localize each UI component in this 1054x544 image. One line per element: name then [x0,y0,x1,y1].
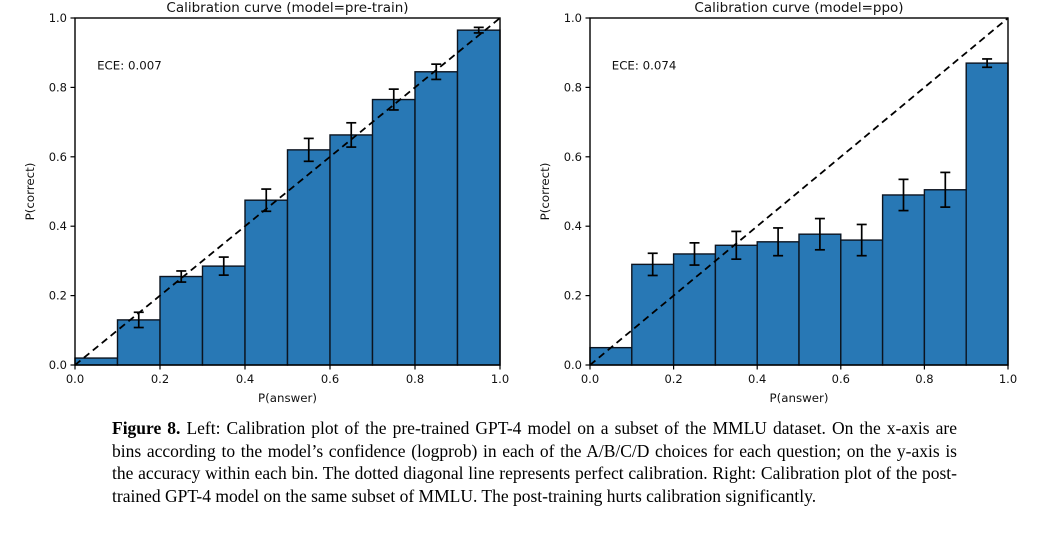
bar [286,149,331,366]
x-tick-label: 0.0 [66,372,84,386]
bar [881,194,926,366]
y-tick-label: 0.4 [49,219,67,233]
x-tick-label: 0.2 [151,372,169,386]
ece-annotation: ECE: 0.007 [97,58,162,72]
bar [756,241,800,366]
y-tick-label: 1.0 [564,11,582,25]
axes-box [74,17,501,366]
ece-annotation: ECE: 0.074 [612,58,677,72]
figure-caption: Figure 8. Left: Calibration plot of the … [112,417,957,507]
bar [74,357,119,366]
x-tick-label: 1.0 [999,372,1017,386]
bar [456,29,501,366]
figure-caption-text: Left: Calibration plot of the pre-traine… [112,418,957,506]
y-tick-label: 0.4 [564,219,582,233]
bar [798,233,842,366]
calibration-chart-ppo: 0.0 0.2 0.4 0.6 0.8 1.0 0.0 0.2 0.4 0.6 0.8 1.0 Cali… [538,0,1017,405]
diagonal-line [589,17,1009,366]
y-tick-label: 0.6 [564,150,582,164]
bar [159,275,204,366]
bar [672,253,717,366]
axes-box [589,17,1009,366]
y-axis-label: P(correct) [538,163,552,221]
y-tick-label: 0.2 [49,289,67,303]
y-tick-label: 0.6 [49,150,67,164]
y-tick-label: 0.0 [564,358,582,372]
bar [371,98,416,366]
x-tick-label: 0.4 [748,372,766,386]
x-tick-label: 0.8 [915,372,933,386]
bar [329,134,374,366]
y-tick-label: 0.2 [564,289,582,303]
chart-title: Calibration curve (model=pre-train) [166,0,408,16]
bar [714,244,758,366]
bar [414,71,459,366]
x-tick-label: 0.6 [832,372,850,386]
x-tick-label: 1.0 [491,372,509,386]
chart-title: Calibration curve (model=ppo) [694,0,903,16]
bar [965,62,1009,366]
y-tick-label: 0.8 [49,80,67,94]
bar [923,189,967,366]
x-tick-label: 0.6 [321,372,339,386]
bar [589,346,633,366]
y-tick-label: 1.0 [49,11,67,25]
x-axis-label: P(answer) [258,391,317,405]
y-tick-label: 0.0 [49,358,67,372]
x-tick-label: 0.2 [664,372,682,386]
bar [244,199,289,366]
calibration-chart-pretrain: 0.0 0.2 0.4 0.6 0.8 1.0 0.0 0.2 0.4 0.6 0.8 1.0 Cali… [23,0,509,405]
figure-caption-label: Figure 8. [112,418,181,438]
x-tick-label: 0.4 [236,372,254,386]
y-tick-label: 0.8 [564,80,582,94]
bar [201,265,246,366]
x-tick-label: 0.0 [581,372,599,386]
bar [840,239,884,366]
x-tick-label: 0.8 [406,372,424,386]
bar [631,263,675,366]
x-axis-label: P(answer) [770,391,829,405]
y-axis-label: P(correct) [23,163,37,221]
